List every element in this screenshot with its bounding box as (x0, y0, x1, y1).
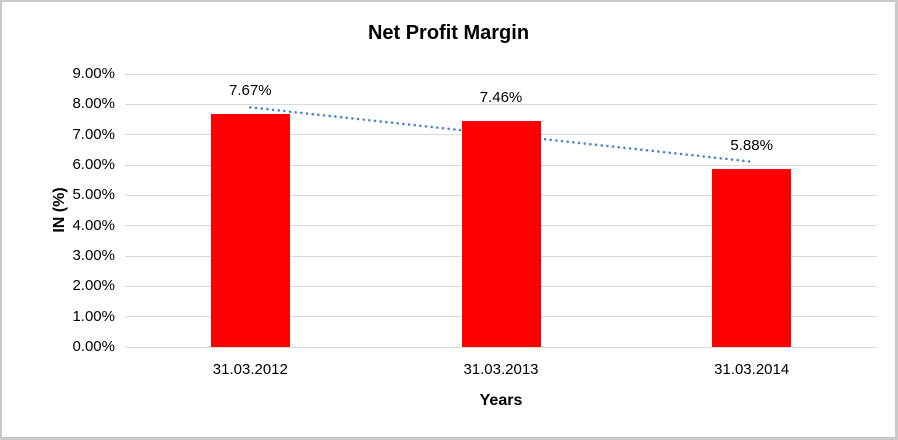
chart-title: Net Profit Margin (367, 22, 530, 44)
data-label: 7.46% (479, 88, 523, 106)
gridline (125, 103, 877, 105)
y-tick-label: 2.00% (72, 277, 115, 295)
y-tick-label: 1.00% (72, 307, 115, 325)
gridline (125, 346, 877, 348)
y-tick-label: 8.00% (72, 95, 115, 113)
x-tick-label: 31.03.2012 (212, 361, 288, 378)
y-tick-label: 6.00% (72, 156, 115, 173)
data-label: 7.67% (229, 82, 272, 100)
y-tick-label: 9.00% (72, 65, 115, 82)
y-tick-label: 7.00% (72, 125, 115, 143)
y-tick-label: 0.00% (72, 338, 115, 355)
bar-31.03.2014 (712, 168, 792, 347)
x-tick-label: 31.03.2014 (714, 361, 790, 378)
y-axis-title: IN (%) (51, 187, 68, 233)
y-tick-label: 3.00% (72, 247, 115, 264)
gridline (125, 73, 877, 75)
bar-31.03.2012 (210, 114, 290, 347)
x-axis-title: Years (479, 392, 523, 409)
x-tick-label: 31.03.2013 (463, 361, 539, 378)
y-tick-label: 4.00% (72, 216, 115, 234)
bar-31.03.2013 (461, 120, 541, 347)
y-tick-label: 5.00% (72, 186, 115, 204)
data-label: 5.88% (730, 136, 773, 154)
